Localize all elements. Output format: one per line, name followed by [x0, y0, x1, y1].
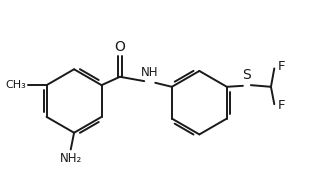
- Text: F: F: [278, 60, 285, 73]
- Text: F: F: [278, 99, 285, 112]
- Text: NH: NH: [140, 66, 158, 79]
- Text: S: S: [242, 69, 251, 83]
- Text: O: O: [115, 40, 125, 54]
- Text: NH₂: NH₂: [60, 152, 82, 165]
- Text: CH₃: CH₃: [5, 80, 26, 90]
